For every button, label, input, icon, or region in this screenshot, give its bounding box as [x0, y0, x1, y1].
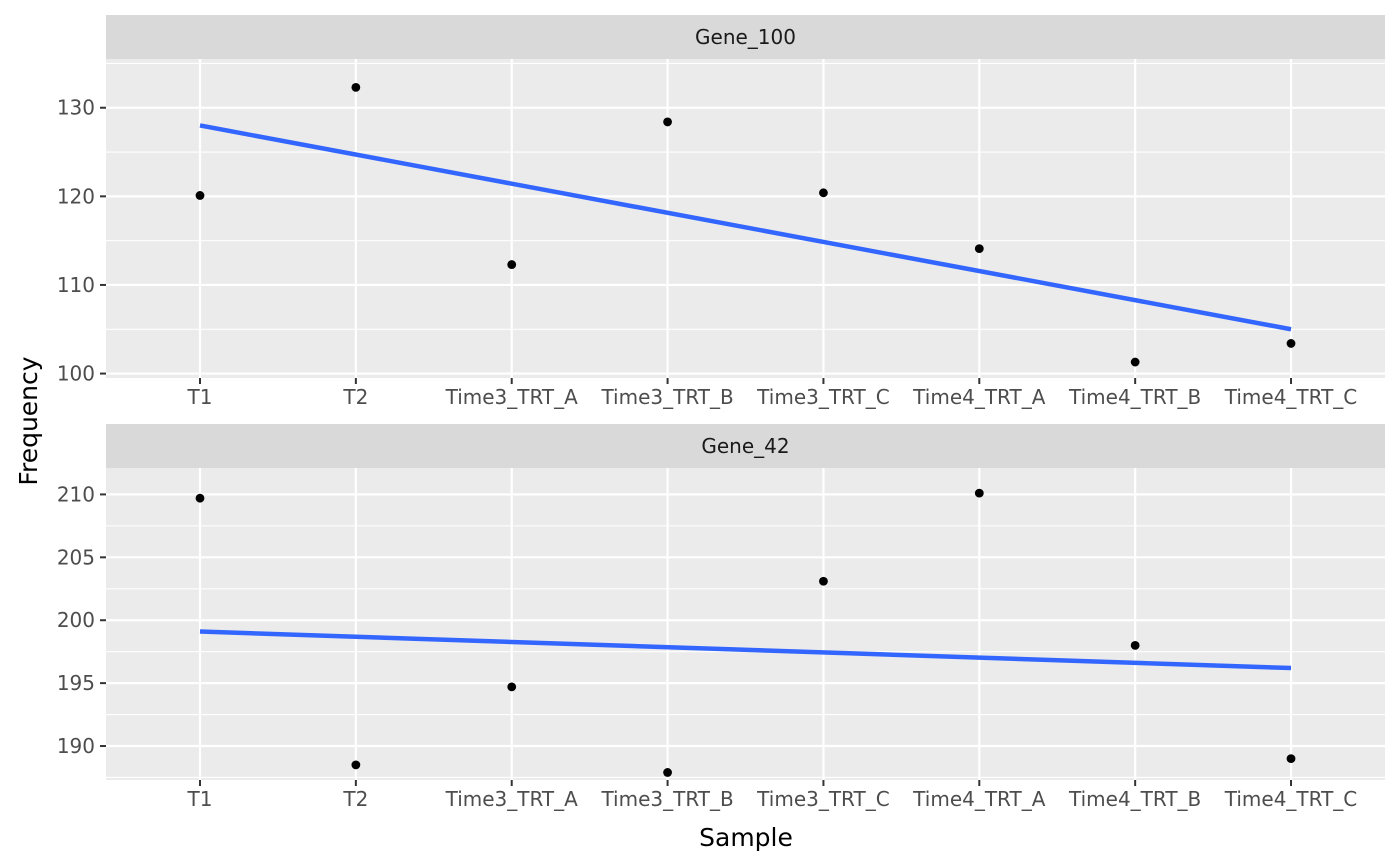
panel-background: [106, 59, 1385, 378]
data-point: [819, 188, 828, 198]
x-tick-label: Time3_TRT_C: [756, 787, 890, 811]
data-point: [974, 488, 984, 498]
y-tick-label: 210: [57, 482, 95, 506]
facet-strip: [106, 424, 1385, 468]
x-tick-label: Time4_TRT_A: [912, 385, 1046, 409]
data-point: [351, 760, 361, 770]
data-point: [1286, 339, 1296, 348]
data-point: [819, 576, 828, 586]
data-point: [974, 244, 984, 254]
y-tick-label: 200: [57, 608, 95, 632]
fit-line: [199, 629, 1292, 671]
y-tick-label: 130: [57, 96, 95, 120]
x-tick-label: Time4_TRT_B: [1068, 385, 1201, 409]
y-tick-label: 110: [57, 273, 95, 297]
data-point: [1286, 754, 1296, 764]
y-tick-label: 100: [57, 362, 95, 386]
y-axis-title: Frequency: [14, 356, 43, 485]
x-tick-label: Time3_TRT_B: [600, 385, 733, 409]
data-point: [1130, 357, 1140, 367]
x-tick-label: Time4_TRT_B: [1068, 787, 1201, 811]
x-tick-label: T1: [187, 385, 213, 409]
x-tick-label: T1: [187, 787, 213, 811]
data-point: [195, 191, 205, 200]
y-tick-label: 120: [57, 184, 95, 208]
x-tick-label: T2: [342, 787, 368, 811]
x-tick-label: Time4_TRT_C: [1224, 385, 1358, 409]
data-point: [507, 260, 517, 269]
facet-panel: Gene_100 100 110 120 130 T1 T2 Time3_TRT_A Time3…: [57, 15, 1385, 409]
y-tick-label: 190: [57, 734, 95, 758]
y-tick-label: 205: [57, 545, 95, 569]
x-axis-title: Sample: [699, 823, 793, 852]
data-point: [1130, 640, 1140, 650]
x-tick-label: Time3_TRT_A: [445, 385, 579, 409]
facet-strip-label: Gene_42: [701, 434, 789, 458]
x-tick-label: Time3_TRT_C: [756, 385, 890, 409]
facet-strip: [106, 15, 1385, 59]
x-tick-label: Time3_TRT_B: [600, 787, 733, 811]
fit-line: [199, 123, 1292, 332]
data-point: [351, 82, 361, 92]
data-point: [663, 117, 672, 127]
data-point: [195, 493, 205, 503]
data-point: [507, 682, 517, 692]
data-point: [663, 768, 672, 777]
x-tick-label: Time3_TRT_A: [445, 787, 579, 811]
facet-panel: Gene_42 190 195 200 205 210 T1 T2 Time3_TRT_A Tim…: [57, 424, 1385, 811]
x-tick-label: Time4_TRT_A: [912, 787, 1046, 811]
y-tick-label: 195: [57, 671, 95, 695]
x-tick-label: Time4_TRT_C: [1224, 787, 1358, 811]
panel-background: [106, 468, 1385, 780]
x-tick-label: T2: [342, 385, 368, 409]
facet-strip-label: Gene_100: [695, 25, 796, 49]
